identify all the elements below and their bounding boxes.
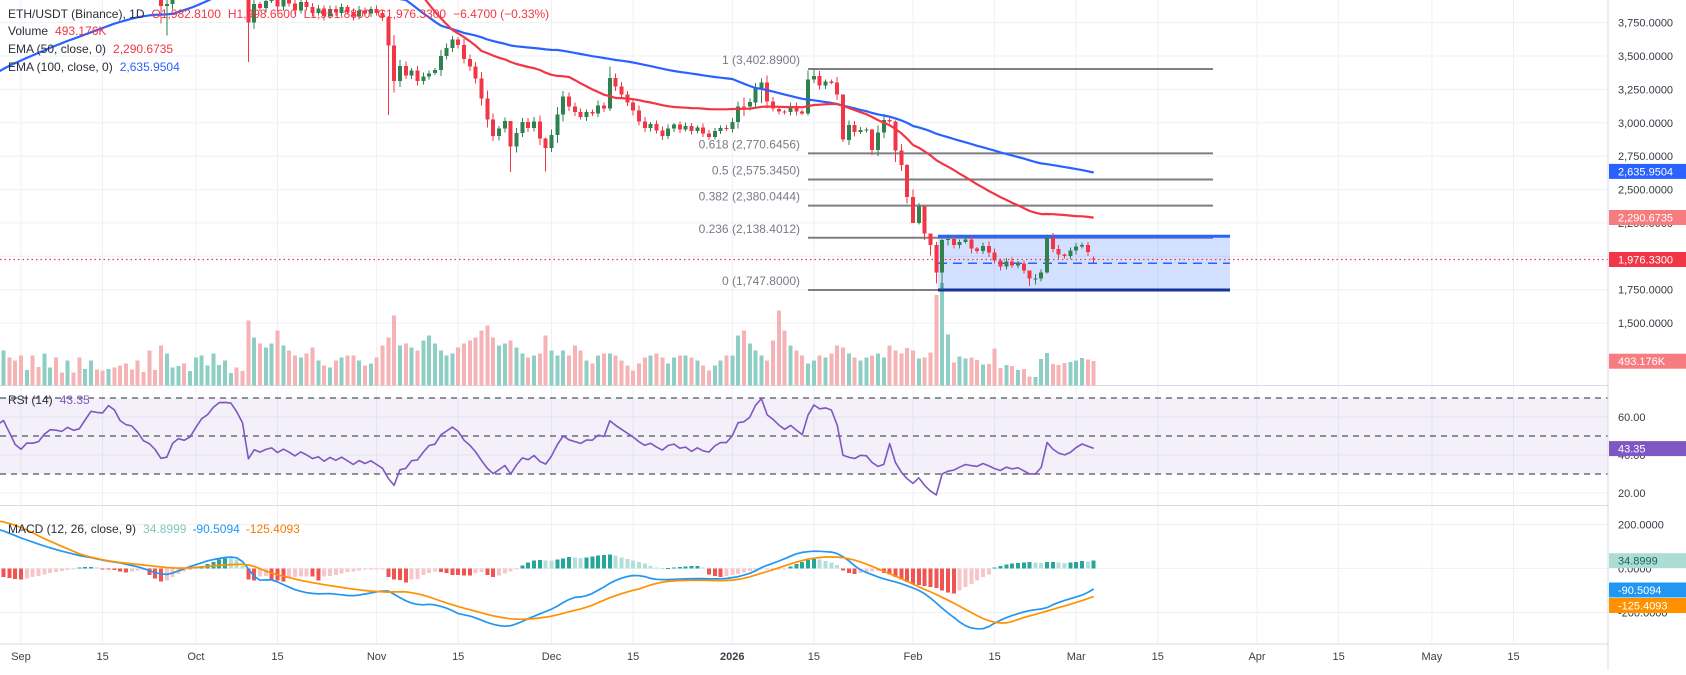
svg-text:20.00: 20.00 [1618,488,1646,500]
svg-text:0.5 (2,575.3450): 0.5 (2,575.3450) [712,164,800,178]
svg-text:15: 15 [627,651,639,663]
svg-text:15: 15 [1152,651,1164,663]
svg-text:1,750.0000: 1,750.0000 [1618,285,1673,297]
svg-text:Sep: Sep [11,651,31,663]
svg-text:May: May [1422,651,1443,663]
svg-text:EMA (50, close, 0)2,290.6735: EMA (50, close, 0) 2,290.6735 [8,42,173,56]
svg-text:3,250.0000: 3,250.0000 [1618,84,1673,96]
svg-text:15: 15 [1332,651,1344,663]
svg-text:RSI (14)43.35: RSI (14) 43.35 [8,393,90,407]
svg-text:0.382 (2,380.0444): 0.382 (2,380.0444) [699,190,800,204]
svg-text:3,750.0000: 3,750.0000 [1618,18,1673,30]
svg-text:-90.5094: -90.5094 [1618,585,1661,597]
svg-text:1 (3,402.8900): 1 (3,402.8900) [722,53,800,67]
svg-text:-125.4093: -125.4093 [1618,601,1668,613]
svg-text:15: 15 [271,651,283,663]
svg-text:Dec: Dec [542,651,562,663]
svg-text:2,635.9504: 2,635.9504 [1618,166,1673,178]
svg-text:34.8999: 34.8999 [1618,556,1658,568]
svg-text:MACD (12, 26, close, 9)34.8999: MACD (12, 26, close, 9) 34.8999 -90.5094 -1… [8,522,300,536]
svg-text:3,500.0000: 3,500.0000 [1618,51,1673,63]
svg-text:1,500.0000: 1,500.0000 [1618,318,1673,330]
svg-text:EMA (100, close, 0)2,635.9504: EMA (100, close, 0) 2,635.9504 [8,60,180,74]
svg-text:15: 15 [452,651,464,663]
svg-text:3,000.0000: 3,000.0000 [1618,118,1673,130]
svg-text:Nov: Nov [367,651,387,663]
svg-text:1,976.3300: 1,976.3300 [1618,255,1673,267]
svg-text:2,750.0000: 2,750.0000 [1618,151,1673,163]
svg-text:Feb: Feb [904,651,923,663]
svg-text:Apr: Apr [1248,651,1265,663]
svg-text:15: 15 [96,651,108,663]
svg-text:15: 15 [988,651,1000,663]
svg-text:0.236 (2,138.4012): 0.236 (2,138.4012) [699,222,800,236]
svg-text:2,500.0000: 2,500.0000 [1618,185,1673,197]
svg-text:493.176K: 493.176K [1618,356,1666,368]
svg-text:2026: 2026 [720,651,744,663]
svg-text:2,290.6735: 2,290.6735 [1618,213,1673,225]
svg-text:0.618 (2,770.6456): 0.618 (2,770.6456) [699,137,800,151]
svg-text:60.00: 60.00 [1618,412,1646,424]
svg-text:0 (1,747.8000): 0 (1,747.8000) [722,274,800,288]
svg-text:43.35: 43.35 [1618,444,1646,456]
svg-text:15: 15 [1507,651,1519,663]
svg-text:Mar: Mar [1067,651,1086,663]
svg-text:Oct: Oct [187,651,204,663]
svg-text:200.0000: 200.0000 [1618,519,1664,531]
svg-text:15: 15 [808,651,820,663]
